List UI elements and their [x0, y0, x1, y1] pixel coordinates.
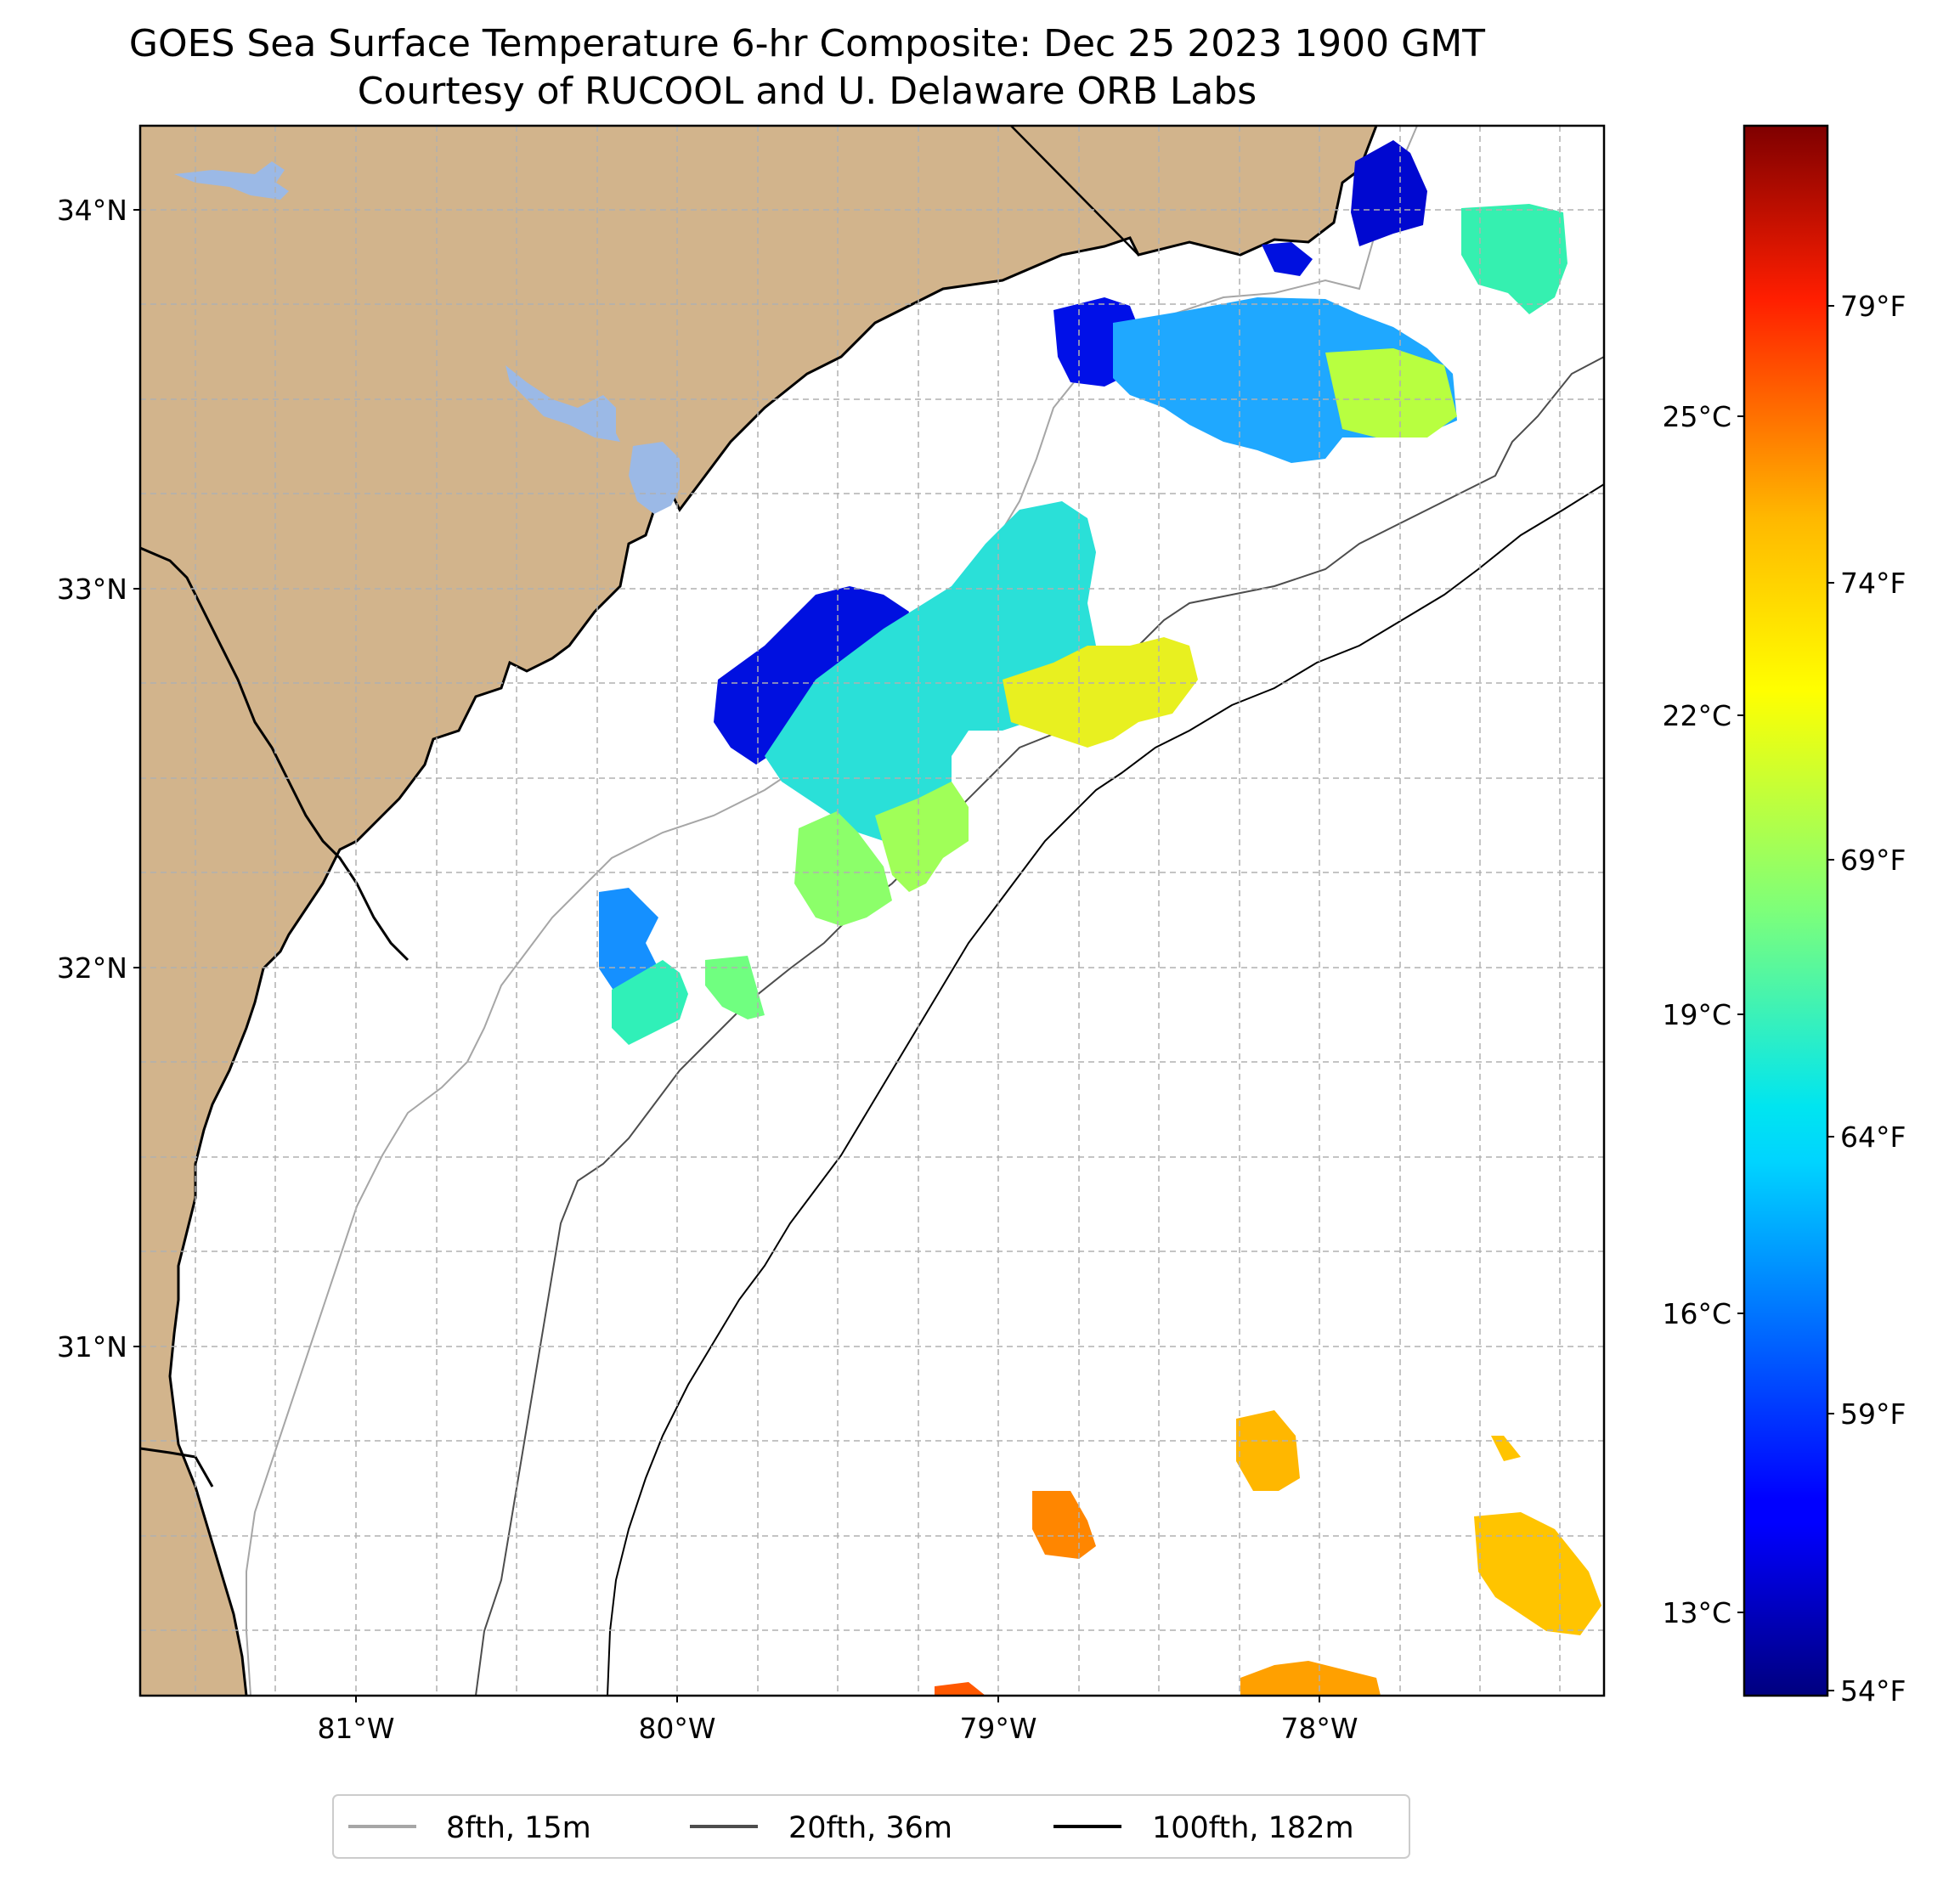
- contour-legend: 8fth, 15m 20fth, 36m 100fth, 182m: [332, 1794, 1410, 1859]
- lake-moultrie: [629, 442, 680, 514]
- sst-patch-west-green: [705, 956, 765, 1019]
- contour-100fth: [607, 483, 1604, 1696]
- gridlines: [140, 126, 1604, 1696]
- land-mass: [140, 126, 1376, 1696]
- legend-box: [332, 1794, 1410, 1859]
- lat-label-34n: 34°N: [57, 194, 127, 227]
- sst-patch-orange-1: [1032, 1491, 1096, 1559]
- sst-patch-central-cold: [714, 586, 909, 765]
- colorbar-celsius-labels: 25°C 22°C 19°C 16°C 13°C: [1662, 400, 1731, 1629]
- map-frame: [138, 124, 1606, 1697]
- lon-labels: 81°W 80°W 79°W 78°W: [317, 1712, 1358, 1745]
- fahrenheit-label-69: 69°F: [1840, 844, 1906, 877]
- fahrenheit-label-59: 59°F: [1840, 1397, 1906, 1431]
- sst-patch-red-bottom: [935, 1682, 986, 1696]
- lake-marion: [506, 365, 620, 442]
- lakes: [174, 161, 680, 514]
- lat-labels: 34°N 33°N 32°N 31°N: [57, 194, 127, 1363]
- lon-label-80w: 80°W: [638, 1712, 715, 1745]
- lat-label-32n: 32°N: [57, 951, 127, 985]
- state-border-ga-fl: [140, 1447, 214, 1488]
- sst-patch-west-cyan: [612, 960, 688, 1045]
- lon-label-78w: 78°W: [1280, 1712, 1358, 1745]
- colorbar-gradient: [1743, 124, 1829, 1697]
- lat-label-33n: 33°N: [57, 573, 127, 606]
- lon-ticks: [355, 1696, 1320, 1702]
- legend-label-100fth: 100fth, 182m: [1152, 1811, 1354, 1845]
- sst-patch-cape-fear: [1351, 140, 1427, 246]
- legend-label-20fth: 20fth, 36m: [788, 1811, 952, 1845]
- sst-patch-central-gradient: [765, 501, 1096, 850]
- colorbar-fahrenheit-ticks: [1827, 305, 1834, 1691]
- sst-patch-orange-2: [1236, 1410, 1300, 1491]
- lat-ticks: [133, 209, 140, 1347]
- contour-8fth: [246, 126, 1418, 1696]
- figure-subtitle: Courtesy of RUCOOL and U. Delaware ORB L…: [357, 70, 1257, 113]
- colorbar-fahrenheit-labels: 79°F 74°F 69°F 64°F 59°F 54°F: [1840, 290, 1906, 1708]
- sst-patch-south-green-2: [875, 782, 969, 892]
- sst-patch-yellow-small: [1491, 1436, 1521, 1461]
- fahrenheit-label-74: 74°F: [1840, 567, 1906, 600]
- fahrenheit-label-54: 54°F: [1840, 1674, 1906, 1708]
- lat-label-31n: 31°N: [57, 1330, 127, 1363]
- figure-title: GOES Sea Surface Temperature 6-hr Compos…: [128, 22, 1486, 65]
- celsius-label-16: 16°C: [1662, 1297, 1731, 1330]
- lon-label-81w: 81°W: [317, 1712, 394, 1745]
- lake-waccamaw: [174, 161, 289, 200]
- colorbar-celsius-ticks: [1737, 415, 1744, 1613]
- sst-patches: [599, 140, 1601, 1696]
- celsius-label-25: 25°C: [1662, 400, 1731, 433]
- state-border-nc-sc: [1010, 126, 1139, 256]
- sst-patch-orange-bottom: [1240, 1661, 1381, 1696]
- sst-patch-small-cold: [1262, 242, 1313, 276]
- celsius-label-13: 13°C: [1662, 1596, 1731, 1629]
- celsius-label-22: 22°C: [1662, 699, 1731, 732]
- fahrenheit-label-79: 79°F: [1840, 290, 1906, 323]
- sst-patch-ne-warm: [1325, 348, 1457, 438]
- celsius-label-19: 19°C: [1662, 998, 1731, 1031]
- colorbar: 25°C 22°C 19°C 16°C 13°C 79°F 74°F 69°F …: [1662, 124, 1906, 1708]
- fahrenheit-label-64: 64°F: [1840, 1121, 1906, 1154]
- lon-label-79w: 79°W: [959, 1712, 1036, 1745]
- sst-patch-central-warm: [1003, 637, 1198, 748]
- coastline: [168, 126, 1378, 1696]
- legend-label-8fth: 8fth, 15m: [446, 1811, 591, 1845]
- sst-patch-yellow-se: [1474, 1512, 1601, 1635]
- sst-patch-far-ne: [1461, 204, 1567, 314]
- sst-patch-south-green: [794, 811, 892, 926]
